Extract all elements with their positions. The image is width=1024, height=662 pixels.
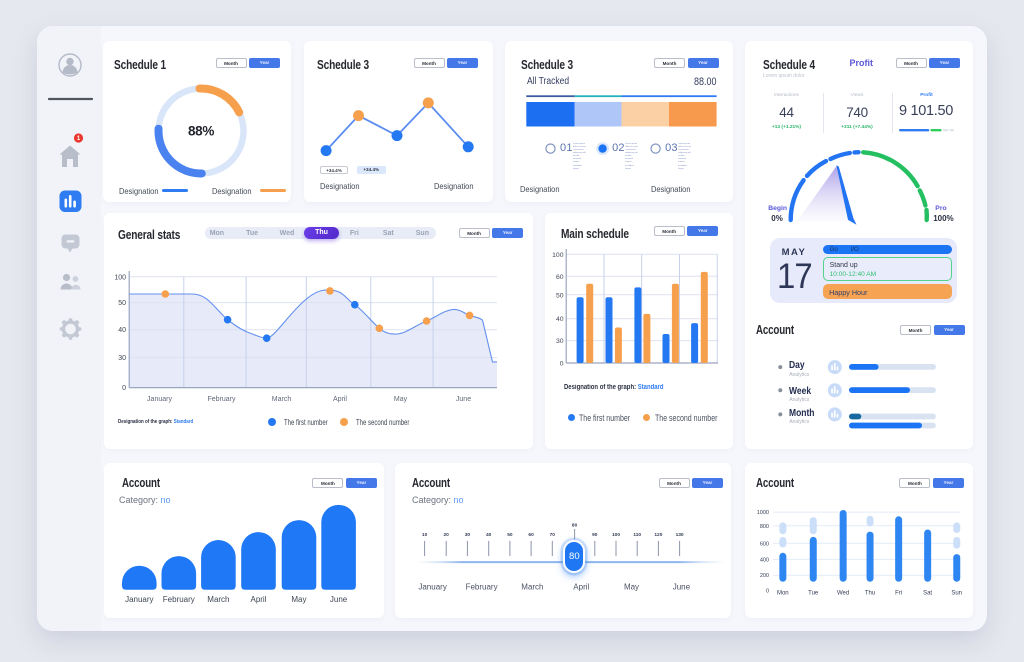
svg-text:January: January xyxy=(418,583,446,592)
svg-text:40: 40 xyxy=(486,532,492,538)
svg-text:Thu: Thu xyxy=(865,591,875,597)
svg-text:February: February xyxy=(207,396,236,403)
svg-text:40: 40 xyxy=(118,327,126,334)
svg-text:1000: 1000 xyxy=(757,510,769,516)
svg-text:March: March xyxy=(521,583,543,592)
svg-text:March: March xyxy=(272,396,292,403)
svg-text:800: 800 xyxy=(760,524,769,530)
svg-text:February: February xyxy=(466,583,498,592)
svg-text:100: 100 xyxy=(114,274,126,281)
svg-text:April: April xyxy=(333,396,347,403)
svg-text:130: 130 xyxy=(676,532,684,538)
svg-text:50: 50 xyxy=(556,292,564,299)
svg-text:60: 60 xyxy=(556,274,564,281)
svg-text:110: 110 xyxy=(633,532,641,538)
svg-text:80: 80 xyxy=(572,522,578,528)
svg-text:0: 0 xyxy=(560,361,564,368)
svg-text:Wed: Wed xyxy=(837,591,849,597)
svg-text:0: 0 xyxy=(122,385,126,392)
svg-text:April: April xyxy=(250,595,266,604)
svg-text:Fri: Fri xyxy=(895,591,902,597)
svg-text:Sat: Sat xyxy=(923,591,932,597)
svg-text:50: 50 xyxy=(507,532,513,538)
svg-text:1: 1 xyxy=(77,136,81,142)
svg-text:20: 20 xyxy=(444,532,450,538)
svg-text:March: March xyxy=(207,595,229,604)
svg-text:10: 10 xyxy=(422,532,428,538)
svg-text:200: 200 xyxy=(760,573,769,579)
svg-text:Mon: Mon xyxy=(777,591,789,597)
svg-text:100: 100 xyxy=(612,532,620,538)
svg-text:400: 400 xyxy=(760,557,769,563)
svg-text:Tue: Tue xyxy=(808,591,819,597)
svg-text:40: 40 xyxy=(556,316,564,323)
svg-text:May: May xyxy=(291,595,306,604)
svg-text:60: 60 xyxy=(528,532,534,538)
svg-text:February: February xyxy=(163,595,195,604)
svg-text:May: May xyxy=(394,396,408,403)
svg-text:June: June xyxy=(673,583,691,592)
svg-text:Sun: Sun xyxy=(951,591,962,597)
svg-text:30: 30 xyxy=(556,338,564,345)
svg-text:70: 70 xyxy=(550,532,556,538)
svg-text:April: April xyxy=(573,583,589,592)
svg-text:88%: 88% xyxy=(187,124,213,139)
svg-text:30: 30 xyxy=(118,355,126,362)
svg-text:50: 50 xyxy=(118,300,126,307)
svg-text:120: 120 xyxy=(654,532,662,538)
svg-text:100: 100 xyxy=(552,252,564,259)
svg-text:June: June xyxy=(330,595,348,604)
svg-text:January: January xyxy=(147,396,172,403)
svg-text:90: 90 xyxy=(592,532,598,538)
svg-text:0: 0 xyxy=(766,588,769,594)
svg-text:June: June xyxy=(456,396,471,403)
svg-text:30: 30 xyxy=(465,532,471,538)
svg-text:January: January xyxy=(125,595,153,604)
svg-text:May: May xyxy=(624,583,639,592)
svg-text:600: 600 xyxy=(760,541,769,547)
